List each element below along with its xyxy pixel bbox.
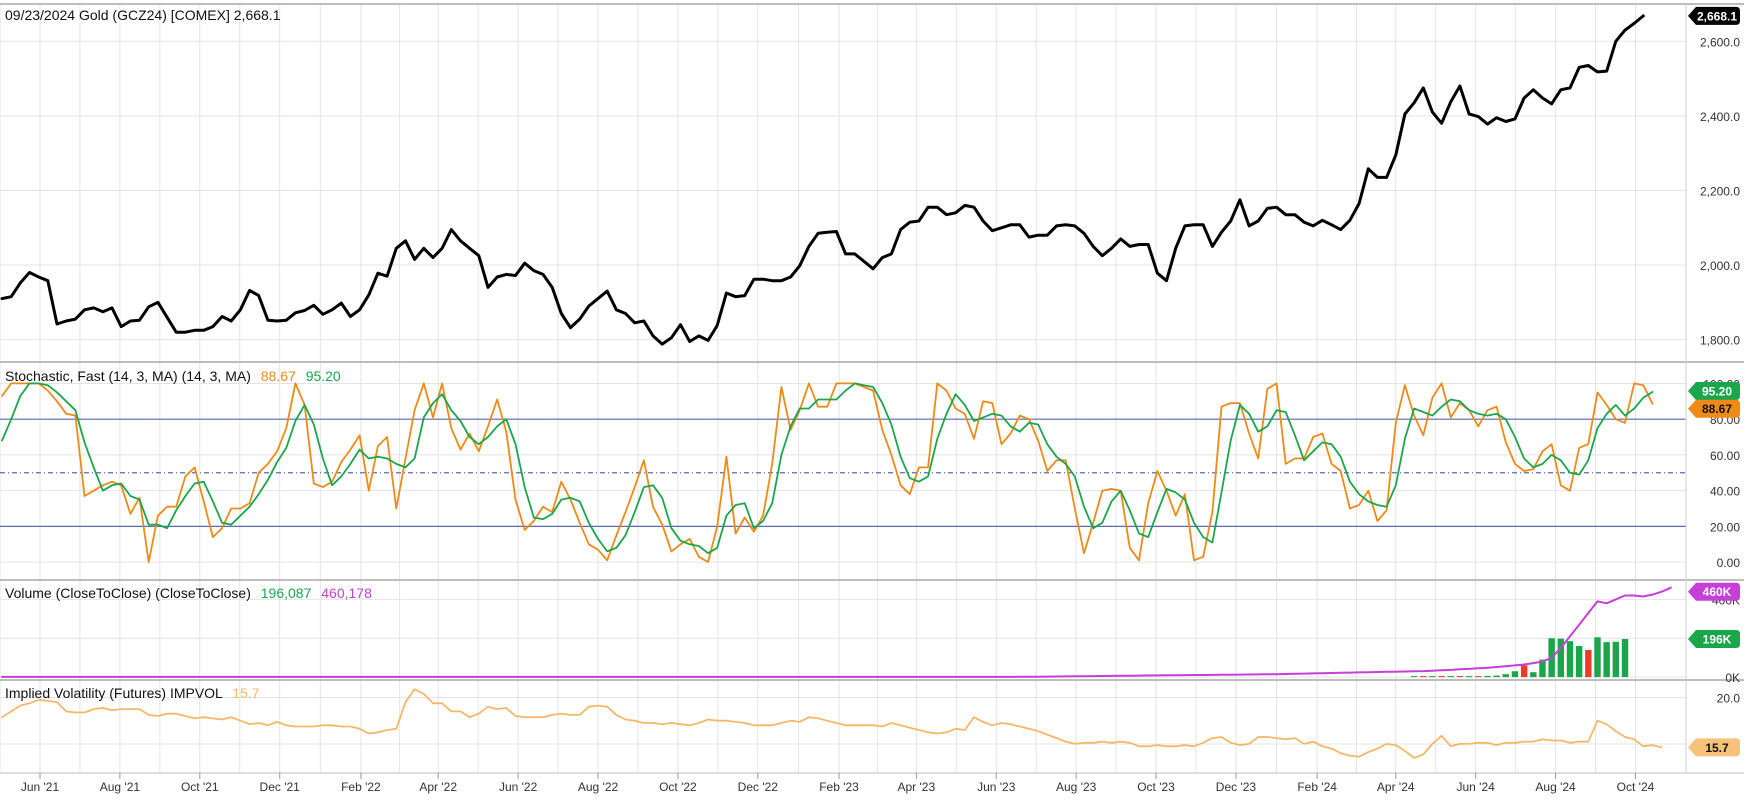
price-y-tick-label: 1,800.0 xyxy=(1700,334,1740,348)
x-tick-label: Feb '22 xyxy=(341,780,381,794)
volume-bar xyxy=(1520,665,1528,678)
volume-bar xyxy=(1612,641,1620,678)
x-tick-label: Jun '23 xyxy=(977,780,1016,794)
stochastic-y-tick-label: 60.00 xyxy=(1710,449,1740,463)
x-tick-label: Aug '24 xyxy=(1535,780,1576,794)
price-y-tick-label: 2,600.0 xyxy=(1700,35,1740,49)
stochastic-y-tick-label: 20.00 xyxy=(1710,520,1740,534)
stochastic-legend: Stochastic, Fast (14, 3, MA) (14, 3, MA)… xyxy=(5,368,341,384)
x-tick-label: Apr '24 xyxy=(1377,780,1415,794)
volume-bar xyxy=(1511,671,1519,678)
stochastic-d-value: 95.20 xyxy=(306,368,341,384)
volume-bar xyxy=(1594,637,1601,678)
x-tick-label: Dec '22 xyxy=(738,780,779,794)
volume-bar xyxy=(1585,649,1592,678)
x-tick-label: Jun '24 xyxy=(1457,780,1496,794)
volume-bar xyxy=(1410,676,1418,678)
grid-layer xyxy=(0,4,1686,773)
x-tick-label: Apr '23 xyxy=(898,780,936,794)
stochastic-title: Stochastic, Fast (14, 3, MA) (14, 3, MA) xyxy=(5,368,251,384)
price-y-tick-label: 2,200.0 xyxy=(1700,184,1740,198)
volume-bar xyxy=(1575,646,1583,678)
volume-bar xyxy=(1566,641,1574,678)
label-layer: 1,800.0 2,000.0 2,200.0 2,400.0 2,600.0 0.00 2… xyxy=(21,6,1741,794)
x-tick-label: Jun '21 xyxy=(21,780,60,794)
volume-last-value-label: 196K xyxy=(1703,633,1732,647)
volume-bar xyxy=(1420,676,1427,678)
volume-bar xyxy=(1603,642,1610,678)
volume-bar xyxy=(1475,676,1482,678)
impvol-line xyxy=(1,688,1663,759)
stochastic-d-last-value-label: 95.20 xyxy=(1702,385,1732,399)
volume-value: 196,087 xyxy=(261,585,312,601)
volume-bar xyxy=(1429,676,1436,678)
x-tick-label: Oct '21 xyxy=(181,780,219,794)
volume-last-value-badge xyxy=(1688,630,1740,649)
x-tick-label: Oct '24 xyxy=(1617,780,1655,794)
impvol-title: Implied Volatility (Futures) IMPVOL xyxy=(5,685,223,701)
volume-bar xyxy=(1484,675,1491,678)
stochastic-k-line xyxy=(1,382,1654,563)
volume-bar xyxy=(1557,638,1565,678)
x-tick-label: Feb '23 xyxy=(819,780,859,794)
open-interest-last-value-label: 460K xyxy=(1703,585,1732,599)
price-last-value-label: 2,668.1 xyxy=(1697,9,1737,23)
stochastic-d-last-value-badge xyxy=(1688,382,1740,401)
impvol-last-value-label: 15.7 xyxy=(1705,741,1729,755)
x-tick-label: Dec '21 xyxy=(260,780,301,794)
open-interest-value: 460,178 xyxy=(321,585,372,601)
x-tick-label: Aug '21 xyxy=(100,780,141,794)
stochastic-y-tick-label: 40.00 xyxy=(1710,485,1740,499)
volume-bar xyxy=(1493,675,1500,678)
stochastic-y-tick-label: 0.00 xyxy=(1717,556,1741,570)
open-interest-line xyxy=(1,586,1672,678)
series-layer xyxy=(0,14,1672,759)
impvol-legend: Implied Volatility (Futures) IMPVOL 15.7 xyxy=(5,685,260,701)
x-tick-label: Jun '22 xyxy=(499,780,538,794)
volume-legend: Volume (CloseToClose) (CloseToClose) 196… xyxy=(5,585,372,601)
volume-bar xyxy=(1621,639,1629,678)
x-tick-label: Feb '24 xyxy=(1297,780,1337,794)
impvol-last-value-badge xyxy=(1688,738,1740,757)
volume-bar xyxy=(1539,659,1546,678)
stochastic-d-line xyxy=(1,382,1654,555)
x-tick-label: Aug '23 xyxy=(1056,780,1097,794)
volume-bar xyxy=(1502,674,1510,678)
price-line xyxy=(0,14,1645,346)
volume-bar xyxy=(1465,676,1473,678)
price-last-value-badge xyxy=(1688,6,1740,25)
price-y-tick-label: 2,000.0 xyxy=(1700,259,1740,273)
impvol-y-tick-label: 20.0 xyxy=(1717,691,1741,705)
stochastic-k-value: 88.67 xyxy=(261,368,296,384)
impvol-value: 15.7 xyxy=(232,685,259,701)
frame-layer xyxy=(0,3,1744,779)
stochastic-k-last-value-badge xyxy=(1688,399,1740,418)
volume-bar xyxy=(1456,676,1464,678)
volume-bar xyxy=(1530,672,1537,678)
volume-title: Volume (CloseToClose) (CloseToClose) xyxy=(5,585,251,601)
volume-y-tick-label: 0K xyxy=(1725,671,1740,685)
x-tick-label: Apr '22 xyxy=(419,780,457,794)
x-tick-label: Dec '23 xyxy=(1216,780,1257,794)
x-tick-label: Oct '22 xyxy=(659,780,697,794)
x-tick-label: Aug '22 xyxy=(578,780,619,794)
x-tick-label: Oct '23 xyxy=(1137,780,1175,794)
stochastic-k-last-value-label: 88.67 xyxy=(1702,402,1732,416)
volume-bar xyxy=(1447,676,1454,678)
price-panel-title: 09/23/2024 Gold (GCZ24) [COMEX] 2,668.1 xyxy=(5,7,281,23)
price-y-tick-label: 2,400.0 xyxy=(1700,110,1740,124)
open-interest-last-value-badge xyxy=(1688,582,1740,601)
volume-bar xyxy=(1438,676,1445,678)
